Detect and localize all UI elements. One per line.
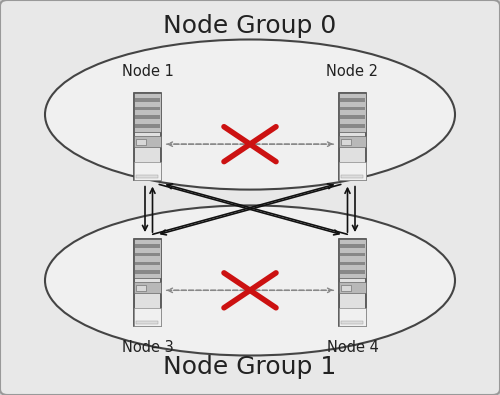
Bar — [339, 308, 366, 326]
Bar — [339, 162, 366, 180]
Bar — [135, 98, 160, 102]
Bar — [340, 115, 365, 119]
Bar — [339, 282, 366, 293]
Bar — [340, 98, 365, 102]
Ellipse shape — [45, 205, 455, 356]
Bar — [340, 253, 365, 256]
Bar — [340, 261, 365, 265]
Bar — [135, 261, 160, 265]
Bar — [134, 308, 161, 326]
Text: Node Group 0: Node Group 0 — [164, 14, 336, 38]
Text: Node 3: Node 3 — [122, 340, 174, 355]
Bar — [136, 285, 145, 291]
Bar — [340, 244, 365, 248]
Bar — [135, 270, 160, 274]
Bar — [136, 139, 145, 145]
Text: Node 1: Node 1 — [122, 64, 174, 79]
Bar — [341, 285, 350, 291]
Bar — [134, 239, 161, 278]
Text: Node 4: Node 4 — [326, 340, 378, 355]
Bar — [339, 93, 366, 180]
Bar — [134, 93, 161, 132]
Bar — [340, 124, 365, 128]
Bar — [135, 124, 160, 128]
Bar — [134, 93, 161, 180]
Bar — [134, 136, 161, 147]
Bar — [135, 244, 160, 248]
Bar — [136, 175, 158, 178]
Bar — [134, 239, 161, 326]
Bar — [135, 115, 160, 119]
Bar — [136, 321, 158, 324]
Text: Node 2: Node 2 — [326, 64, 378, 79]
Bar — [342, 321, 363, 324]
Bar — [339, 239, 366, 278]
Bar — [340, 270, 365, 274]
Text: Node Group 1: Node Group 1 — [164, 355, 336, 378]
Bar — [134, 282, 161, 293]
Bar — [341, 139, 350, 145]
Ellipse shape — [45, 40, 455, 190]
Bar — [339, 136, 366, 147]
Bar — [135, 107, 160, 110]
Bar — [342, 175, 363, 178]
Bar — [135, 253, 160, 256]
Bar — [339, 239, 366, 326]
Bar — [134, 162, 161, 180]
Bar — [340, 107, 365, 110]
Bar — [339, 93, 366, 132]
